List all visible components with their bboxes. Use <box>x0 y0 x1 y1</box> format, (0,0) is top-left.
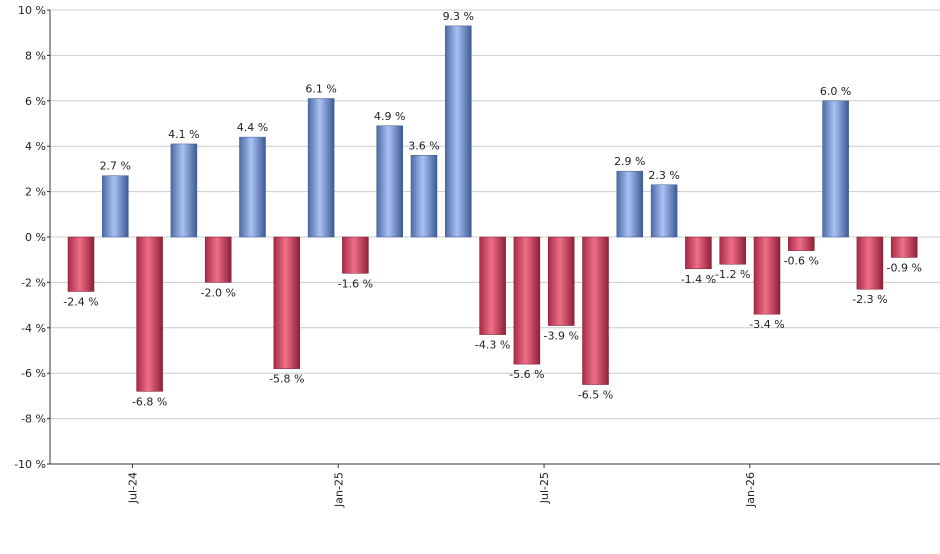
y-tick-label: -10 % <box>14 458 46 471</box>
data-label: -5.6 % <box>509 368 544 381</box>
bar <box>376 125 403 238</box>
data-label: -6.8 % <box>132 395 167 408</box>
bar <box>788 236 815 251</box>
x-tick-label: Jan-25 <box>332 472 345 508</box>
bar <box>342 236 369 274</box>
data-label: -4.3 % <box>475 339 510 352</box>
bar <box>856 236 884 290</box>
data-label: -3.9 % <box>543 330 578 343</box>
bar <box>513 236 541 365</box>
bar <box>410 155 438 238</box>
bar <box>136 236 163 392</box>
data-label: 2.7 % <box>100 160 131 173</box>
data-label: 2.9 % <box>614 155 645 168</box>
data-label: -3.4 % <box>749 318 784 331</box>
bar <box>67 236 95 292</box>
bars-layer <box>67 25 918 392</box>
x-tick-label: Jul-24 <box>126 472 139 504</box>
y-tick-label: 6 % <box>25 95 46 108</box>
bar <box>582 236 609 385</box>
bar <box>890 236 918 258</box>
y-tick-label: 10 % <box>18 4 46 17</box>
data-label: -2.4 % <box>63 295 98 308</box>
bar <box>547 236 575 326</box>
data-label: 6.1 % <box>305 83 336 96</box>
x-tick-label: Jul-25 <box>538 472 551 504</box>
bar <box>445 25 472 238</box>
axes-layer: 10 % 8 % 6 % 4 % 2 % 0 % -2 % -4 % -6 % -8 % -10 %… <box>14 4 940 508</box>
bar <box>102 175 129 238</box>
data-label: -0.6 % <box>784 255 819 268</box>
data-label: -6.5 % <box>578 389 613 402</box>
data-label: 4.4 % <box>237 121 268 134</box>
y-tick-label: -8 % <box>21 413 46 426</box>
y-tick-label: 8 % <box>25 49 46 62</box>
data-label: 3.6 % <box>408 139 439 152</box>
y-tick-label: 2 % <box>25 186 46 199</box>
bar <box>616 170 644 238</box>
bar <box>273 236 301 369</box>
bar <box>204 236 232 283</box>
y-tick-label: -2 % <box>21 276 46 289</box>
x-tick-label: Jan-26 <box>744 472 757 508</box>
data-label: -2.3 % <box>852 293 887 306</box>
bar <box>307 98 335 238</box>
bar <box>479 236 506 335</box>
bar <box>239 136 266 238</box>
y-tick-label: -4 % <box>21 322 46 335</box>
bar <box>170 143 198 238</box>
bar <box>650 184 678 238</box>
data-label: -1.2 % <box>715 268 750 281</box>
data-label: 2.3 % <box>648 169 679 182</box>
data-label: -1.4 % <box>681 273 716 286</box>
bar <box>822 100 849 238</box>
data-label: 4.1 % <box>168 128 199 141</box>
data-label: -2.0 % <box>200 286 235 299</box>
data-labels-layer: -2.4 % 2.7 % -6.8 % 4.1 % -2.0 % 4.4 % -5.8 % 6… <box>63 10 922 408</box>
data-label: -5.8 % <box>269 373 304 386</box>
data-label: 9.3 % <box>443 10 474 23</box>
bar <box>753 236 781 315</box>
y-tick-label: 4 % <box>25 140 46 153</box>
data-label: 4.9 % <box>374 110 405 123</box>
data-label: -0.9 % <box>886 261 921 274</box>
y-tick-label: -6 % <box>21 367 46 380</box>
y-tick-label: 0 % <box>25 231 46 244</box>
data-label: 6.0 % <box>820 85 851 98</box>
data-label: -1.6 % <box>338 277 373 290</box>
bar <box>719 236 746 265</box>
bar <box>685 236 712 270</box>
